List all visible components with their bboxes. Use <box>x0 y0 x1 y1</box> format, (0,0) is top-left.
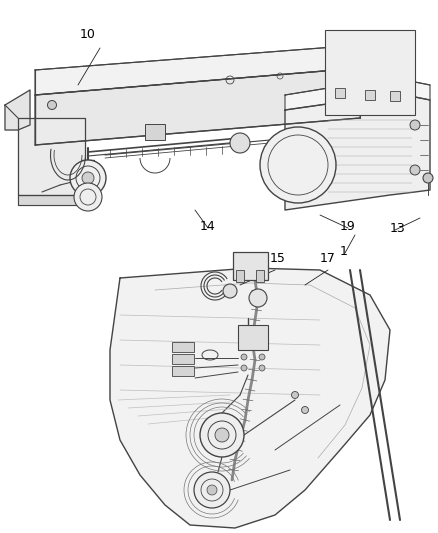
Bar <box>233 252 267 280</box>
Bar <box>236 270 244 282</box>
Circle shape <box>215 428 229 442</box>
Polygon shape <box>18 118 85 195</box>
Bar <box>389 91 399 101</box>
Bar <box>172 342 194 352</box>
Polygon shape <box>284 78 429 110</box>
Polygon shape <box>284 95 429 210</box>
Circle shape <box>409 120 419 130</box>
Bar <box>172 366 194 376</box>
Circle shape <box>248 289 266 307</box>
Bar <box>237 325 267 350</box>
Bar <box>364 90 374 100</box>
Circle shape <box>291 392 298 399</box>
Text: 15: 15 <box>269 252 285 265</box>
Circle shape <box>422 173 432 183</box>
Circle shape <box>47 101 57 109</box>
Bar <box>324 30 414 115</box>
Circle shape <box>194 472 230 508</box>
Circle shape <box>230 133 249 153</box>
Polygon shape <box>35 68 359 145</box>
Bar <box>255 270 263 282</box>
Bar <box>334 88 344 98</box>
Circle shape <box>258 354 265 360</box>
Circle shape <box>301 407 308 414</box>
Bar <box>172 354 194 364</box>
Circle shape <box>240 354 247 360</box>
Circle shape <box>70 160 106 196</box>
Polygon shape <box>18 195 85 205</box>
Circle shape <box>223 284 237 298</box>
Text: 17: 17 <box>319 252 335 265</box>
Circle shape <box>82 172 94 184</box>
Text: 1: 1 <box>339 245 347 258</box>
Circle shape <box>258 365 265 371</box>
Bar <box>145 124 165 140</box>
Polygon shape <box>35 45 359 95</box>
Circle shape <box>200 413 244 457</box>
Circle shape <box>207 485 216 495</box>
Text: 10: 10 <box>80 28 95 41</box>
Circle shape <box>74 183 102 211</box>
Circle shape <box>259 127 335 203</box>
Circle shape <box>240 365 247 371</box>
Polygon shape <box>5 90 30 130</box>
Text: 14: 14 <box>200 220 215 233</box>
Circle shape <box>409 165 419 175</box>
Text: 13: 13 <box>389 222 405 235</box>
Text: 19: 19 <box>339 220 355 233</box>
Polygon shape <box>110 268 389 528</box>
